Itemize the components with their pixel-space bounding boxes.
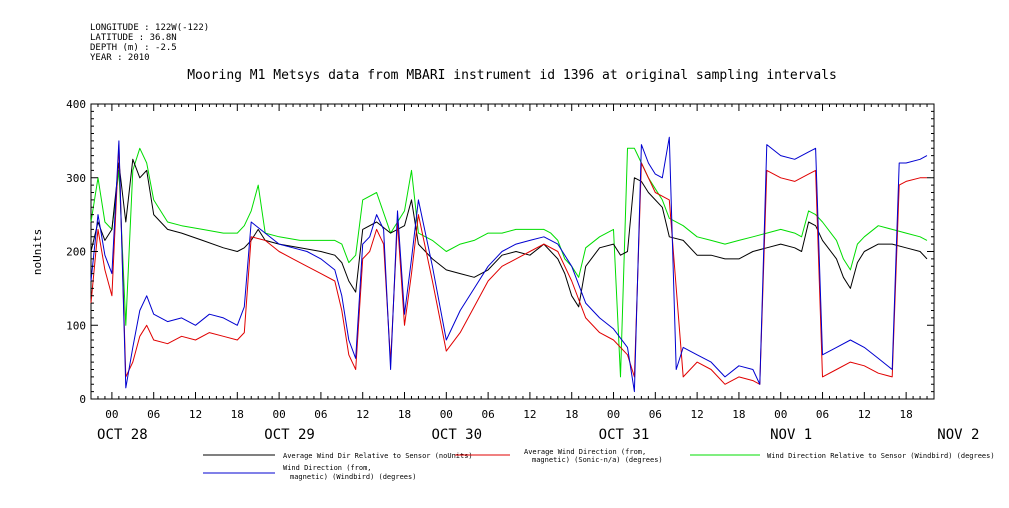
legend-label-windbird-direction: Wind Direction (from, magnetic) (Windbir…	[283, 464, 416, 481]
x-tick-label: 00	[774, 408, 787, 421]
x-day-label: NOV 1	[770, 427, 812, 443]
legend-label-line-1: Wind Direction (from,	[283, 464, 372, 472]
x-tick-label: 00	[607, 408, 620, 421]
legend-label-windbird-relative: Wind Direction Relative to Sensor (Windb…	[767, 452, 995, 460]
y-axis-label: noUnits	[31, 229, 44, 275]
legend-label-avg-wind-dir-relative: Average Wind Dir Relative to Sensor (noU…	[283, 452, 473, 460]
legend-label-avg-wind-direction-sonic: Average Wind Direction (from, magnetic) …	[524, 448, 663, 464]
x-tick-label: 12	[690, 408, 703, 421]
x-tick-label: 18	[732, 408, 745, 421]
x-tick-label: 18	[565, 408, 578, 421]
x-tick-label: 00	[272, 408, 285, 421]
x-tick-label: 12	[858, 408, 871, 421]
x-tick-label: 18	[398, 408, 411, 421]
series-line-0	[90, 158, 928, 308]
x-day-label: NOV 2	[937, 427, 979, 443]
x-tick-label: 06	[649, 408, 662, 421]
meta-latitude: LATITUDE : 36.8N	[90, 33, 177, 43]
x-day-label: OCT 30	[431, 427, 482, 443]
series-line-2	[90, 147, 928, 378]
x-tick-label: 06	[816, 408, 829, 421]
legend-label-line-2: magnetic) (Windbird) (degrees)	[290, 473, 416, 481]
legend-label-line-1: Average Wind Direction (from,	[524, 448, 646, 456]
legend-label-line-2: magnetic) (Sonic-n/a) (degrees)	[532, 456, 663, 464]
series-line-1	[90, 144, 927, 385]
x-tick-label: 18	[231, 408, 244, 421]
x-tick-label: 12	[189, 408, 202, 421]
series-line-3	[90, 136, 928, 393]
x-axis: 00 06 12 18 00 06 12 18 00 06 12 18 00 06 12 18 00 06 12 18…	[90, 104, 979, 443]
x-tick-label: 06	[481, 408, 494, 421]
x-tick-label: 12	[523, 408, 536, 421]
y-tick-label: 100	[66, 319, 86, 332]
y-tick-label: 0	[79, 393, 86, 406]
meta-year: YEAR : 2010	[90, 53, 150, 63]
x-day-label: OCT 28	[97, 427, 148, 443]
x-tick-label: 00	[105, 408, 118, 421]
x-day-label: OCT 29	[264, 427, 315, 443]
y-tick-label: 300	[66, 172, 86, 185]
y-axis: 0 100 200 300 400	[66, 98, 934, 406]
x-tick-label: 12	[356, 408, 369, 421]
x-tick-label: 06	[314, 408, 327, 421]
legend: Average Wind Dir Relative to Sensor (noU…	[203, 448, 995, 481]
x-tick-label: 06	[147, 408, 160, 421]
y-tick-label: 200	[66, 246, 86, 259]
x-day-label: OCT 31	[599, 427, 650, 443]
plot-frame	[90, 103, 935, 400]
series-group	[90, 136, 928, 393]
x-tick-label: 00	[440, 408, 453, 421]
meta-longitude: LONGITUDE : 122W(-122)	[90, 23, 209, 33]
x-tick-label: 18	[900, 408, 913, 421]
chart-title: Mooring M1 Metsys data from MBARI instru…	[187, 68, 837, 83]
meta-depth: DEPTH (m) : -2.5	[90, 43, 177, 53]
y-tick-label: 400	[66, 98, 86, 111]
